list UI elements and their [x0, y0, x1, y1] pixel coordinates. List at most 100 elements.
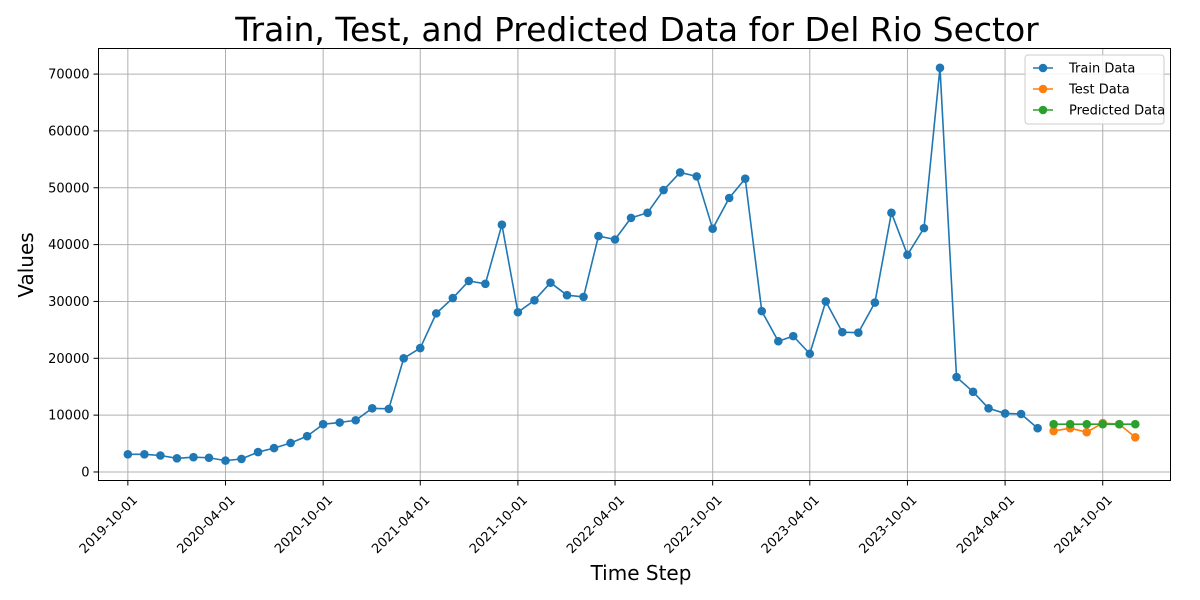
test-data-series [1049, 418, 1140, 442]
train-data-point [335, 418, 344, 427]
train-data-point [984, 404, 993, 413]
x-tick-label: 2024-04-01 [954, 493, 1018, 557]
train-data-point [903, 250, 912, 260]
y-tick-label: 10000 [48, 409, 89, 424]
grid-lines [98, 48, 1171, 481]
train-data-point [838, 327, 847, 337]
train-data-point [968, 387, 978, 397]
train-data-point [481, 279, 490, 289]
legend-marker-test-data [1038, 84, 1048, 94]
train-data-point [805, 349, 815, 359]
x-tick-label: 2019-10-01 [77, 493, 141, 557]
train-data-point [675, 168, 685, 177]
predicted-data-point [1114, 419, 1124, 429]
train-data-point [415, 343, 425, 353]
train-data-point [318, 419, 328, 429]
x-tick-label: 2023-10-01 [856, 493, 920, 557]
train-data-point [821, 297, 831, 306]
train-data-point [530, 296, 539, 305]
plot-frame [98, 48, 1171, 481]
x-tick-label: 2023-04-01 [759, 493, 823, 557]
train-data-point [302, 431, 312, 441]
train-data-point [659, 185, 668, 195]
train-data-point [919, 223, 929, 233]
train-data-point [399, 353, 409, 363]
x-tick-label: 2020-10-01 [272, 493, 336, 557]
y-tick-label: 20000 [48, 352, 89, 367]
train-data-point [740, 174, 750, 183]
train-data-point [448, 293, 458, 303]
train-data-point [870, 298, 880, 307]
train-data-point [464, 276, 474, 286]
train-data-point [204, 453, 214, 463]
series-lines [123, 63, 1140, 465]
train-data-point [237, 454, 246, 464]
x-tick-label: 2020-04-01 [175, 493, 239, 557]
train-data-point [497, 220, 507, 230]
train-data-point [562, 290, 572, 300]
y-tick-label: 70000 [48, 68, 89, 83]
test-data-point [1082, 427, 1092, 437]
predicted-data-point [1130, 419, 1140, 429]
train-data-point [140, 450, 149, 459]
train-data-point [1000, 409, 1010, 418]
train-data-point [1033, 423, 1042, 433]
train-data-point [351, 415, 360, 425]
train-data-point [172, 454, 182, 463]
legend: Train Data Test Data Predicted Data [1024, 54, 1165, 125]
train-data-point [788, 331, 798, 341]
train-data-point [253, 447, 263, 457]
train-data-point [594, 231, 603, 241]
train-data-point [692, 172, 701, 181]
x-tick-label: 2021-04-01 [369, 493, 433, 557]
train-data-point [708, 224, 717, 233]
train-data-point [189, 452, 198, 462]
train-data-point [935, 63, 945, 73]
train-data-point [269, 443, 279, 453]
chart-title: Train, Test, and Predicted Data for Del … [234, 10, 1039, 49]
train-data-point [643, 208, 652, 218]
train-data-point [887, 208, 896, 218]
train-data-point [221, 456, 230, 465]
x-tick-label: 2021-10-01 [467, 493, 531, 557]
train-data-point [367, 404, 377, 413]
predicted-data-point [1098, 419, 1108, 429]
legend-box [1024, 54, 1165, 125]
y-tick-label: 30000 [48, 295, 89, 310]
x-tick-label: 2024-10-01 [1052, 493, 1116, 557]
y-tick-label: 0 [81, 465, 89, 480]
train-data-point [286, 438, 295, 448]
test-data-point [1130, 433, 1140, 442]
predicted-data-point [1065, 419, 1075, 429]
train-data-point [384, 404, 394, 414]
train-data-point [156, 451, 165, 460]
x-tick-label: 2022-10-01 [662, 493, 726, 557]
train-data-point [757, 306, 767, 316]
y-axis-ticks: 0 10000 20000 30000 40000 50000 60000 70000 [48, 68, 99, 480]
y-axis-title: Values [14, 232, 38, 297]
train-data-line [127, 67, 1039, 462]
train-data-point [724, 193, 734, 203]
predicted-data-point [1082, 419, 1092, 429]
train-data-point [854, 328, 863, 338]
x-tick-label: 2022-04-01 [564, 493, 628, 557]
train-data-point [626, 213, 636, 223]
train-data-point [610, 235, 620, 244]
predicted-data-series [1049, 419, 1140, 429]
train-data-point [513, 307, 523, 317]
y-tick-label: 40000 [48, 238, 89, 253]
train-data-point [546, 278, 555, 287]
legend-label-train-data: Train Data [1068, 62, 1135, 77]
train-data-point [952, 372, 961, 382]
train-data-point [1016, 409, 1026, 419]
test-data-point [1049, 426, 1058, 436]
train-data-point [774, 336, 783, 346]
x-axis-ticks: 2019-10-01 2020-04-01 2020-10-01 2021-04-01… [77, 480, 1116, 557]
y-tick-label: 50000 [48, 181, 89, 196]
legend-label-predicted-data: Predicted Data [1069, 104, 1165, 119]
train-data-series [123, 63, 1042, 465]
legend-marker-predicted-data [1038, 105, 1048, 115]
legend-marker-train-data [1038, 63, 1048, 73]
train-data-point [123, 450, 133, 459]
train-data-point [431, 309, 441, 318]
